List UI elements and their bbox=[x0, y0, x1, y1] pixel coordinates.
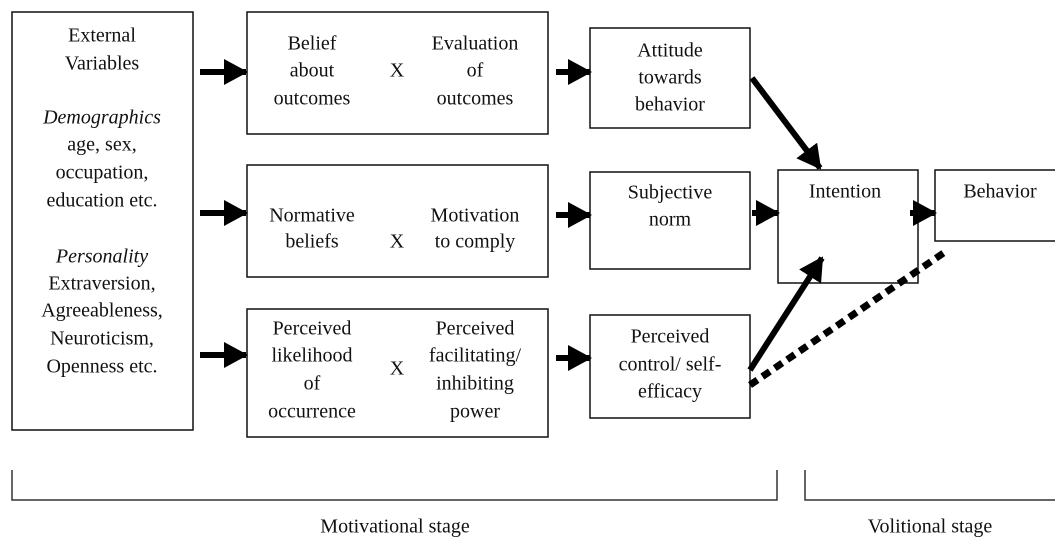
belief-label: of bbox=[304, 373, 321, 395]
operator: X bbox=[390, 231, 405, 253]
external-item: age, sex, bbox=[67, 134, 136, 156]
external-item: Extraversion, bbox=[48, 273, 155, 295]
external-label: Variables bbox=[65, 53, 140, 75]
external-item: Openness etc. bbox=[46, 356, 157, 378]
belief-label: Motivation bbox=[431, 205, 520, 227]
construct-box bbox=[589, 314, 751, 419]
construct-box bbox=[589, 27, 751, 129]
bracket bbox=[11, 470, 778, 501]
belief-label: of bbox=[467, 60, 484, 82]
belief-label: Evaluation bbox=[432, 33, 519, 55]
construct-label: norm bbox=[649, 209, 692, 231]
belief-label: power bbox=[450, 401, 500, 423]
construct-label: Attitude bbox=[637, 40, 703, 62]
belief-box bbox=[246, 308, 549, 438]
operator: X bbox=[390, 358, 405, 380]
construct-label: Perceived bbox=[631, 326, 710, 348]
external-item: occupation, bbox=[56, 162, 149, 184]
construct-label: Subjective bbox=[628, 182, 713, 204]
belief-box bbox=[246, 164, 549, 278]
belief-label: occurrence bbox=[268, 401, 356, 423]
bracket bbox=[804, 470, 1055, 501]
external-box bbox=[11, 11, 194, 431]
external-item: Neuroticism, bbox=[50, 328, 154, 350]
dashed-arrow bbox=[748, 249, 947, 388]
belief-label: about bbox=[290, 60, 335, 82]
construct-box bbox=[589, 171, 751, 270]
belief-label: facilitating/ bbox=[429, 345, 522, 367]
stage-label: Volitional stage bbox=[868, 516, 993, 538]
external-heading: Personality bbox=[55, 246, 148, 268]
belief-label: outcomes bbox=[274, 88, 351, 110]
construct-label: control/ self- bbox=[619, 354, 722, 376]
belief-label: Perceived bbox=[436, 318, 515, 340]
construct-label: behavior bbox=[635, 94, 705, 116]
belief-box bbox=[246, 11, 549, 135]
operator: X bbox=[390, 60, 405, 82]
belief-label: inhibiting bbox=[436, 373, 514, 395]
external-item: education etc. bbox=[46, 190, 157, 212]
belief-label: likelihood bbox=[271, 345, 352, 367]
belief-label: Normative bbox=[269, 205, 355, 227]
belief-label: to comply bbox=[435, 231, 516, 253]
belief-label: beliefs bbox=[285, 231, 339, 253]
external-heading: Demographics bbox=[42, 107, 161, 129]
intention-label: Intention bbox=[809, 181, 881, 203]
belief-label: Perceived bbox=[273, 318, 352, 340]
arrow bbox=[749, 76, 823, 170]
external-item: Agreeableness, bbox=[41, 300, 163, 322]
belief-label: Belief bbox=[288, 33, 337, 55]
external-label: External bbox=[68, 25, 136, 47]
stage-label: Motivational stage bbox=[320, 516, 470, 538]
behavior-label: Behavior bbox=[963, 181, 1037, 203]
construct-label: towards bbox=[638, 67, 702, 89]
construct-label: efficacy bbox=[638, 381, 702, 403]
belief-label: outcomes bbox=[437, 88, 514, 110]
arrow bbox=[747, 256, 825, 372]
